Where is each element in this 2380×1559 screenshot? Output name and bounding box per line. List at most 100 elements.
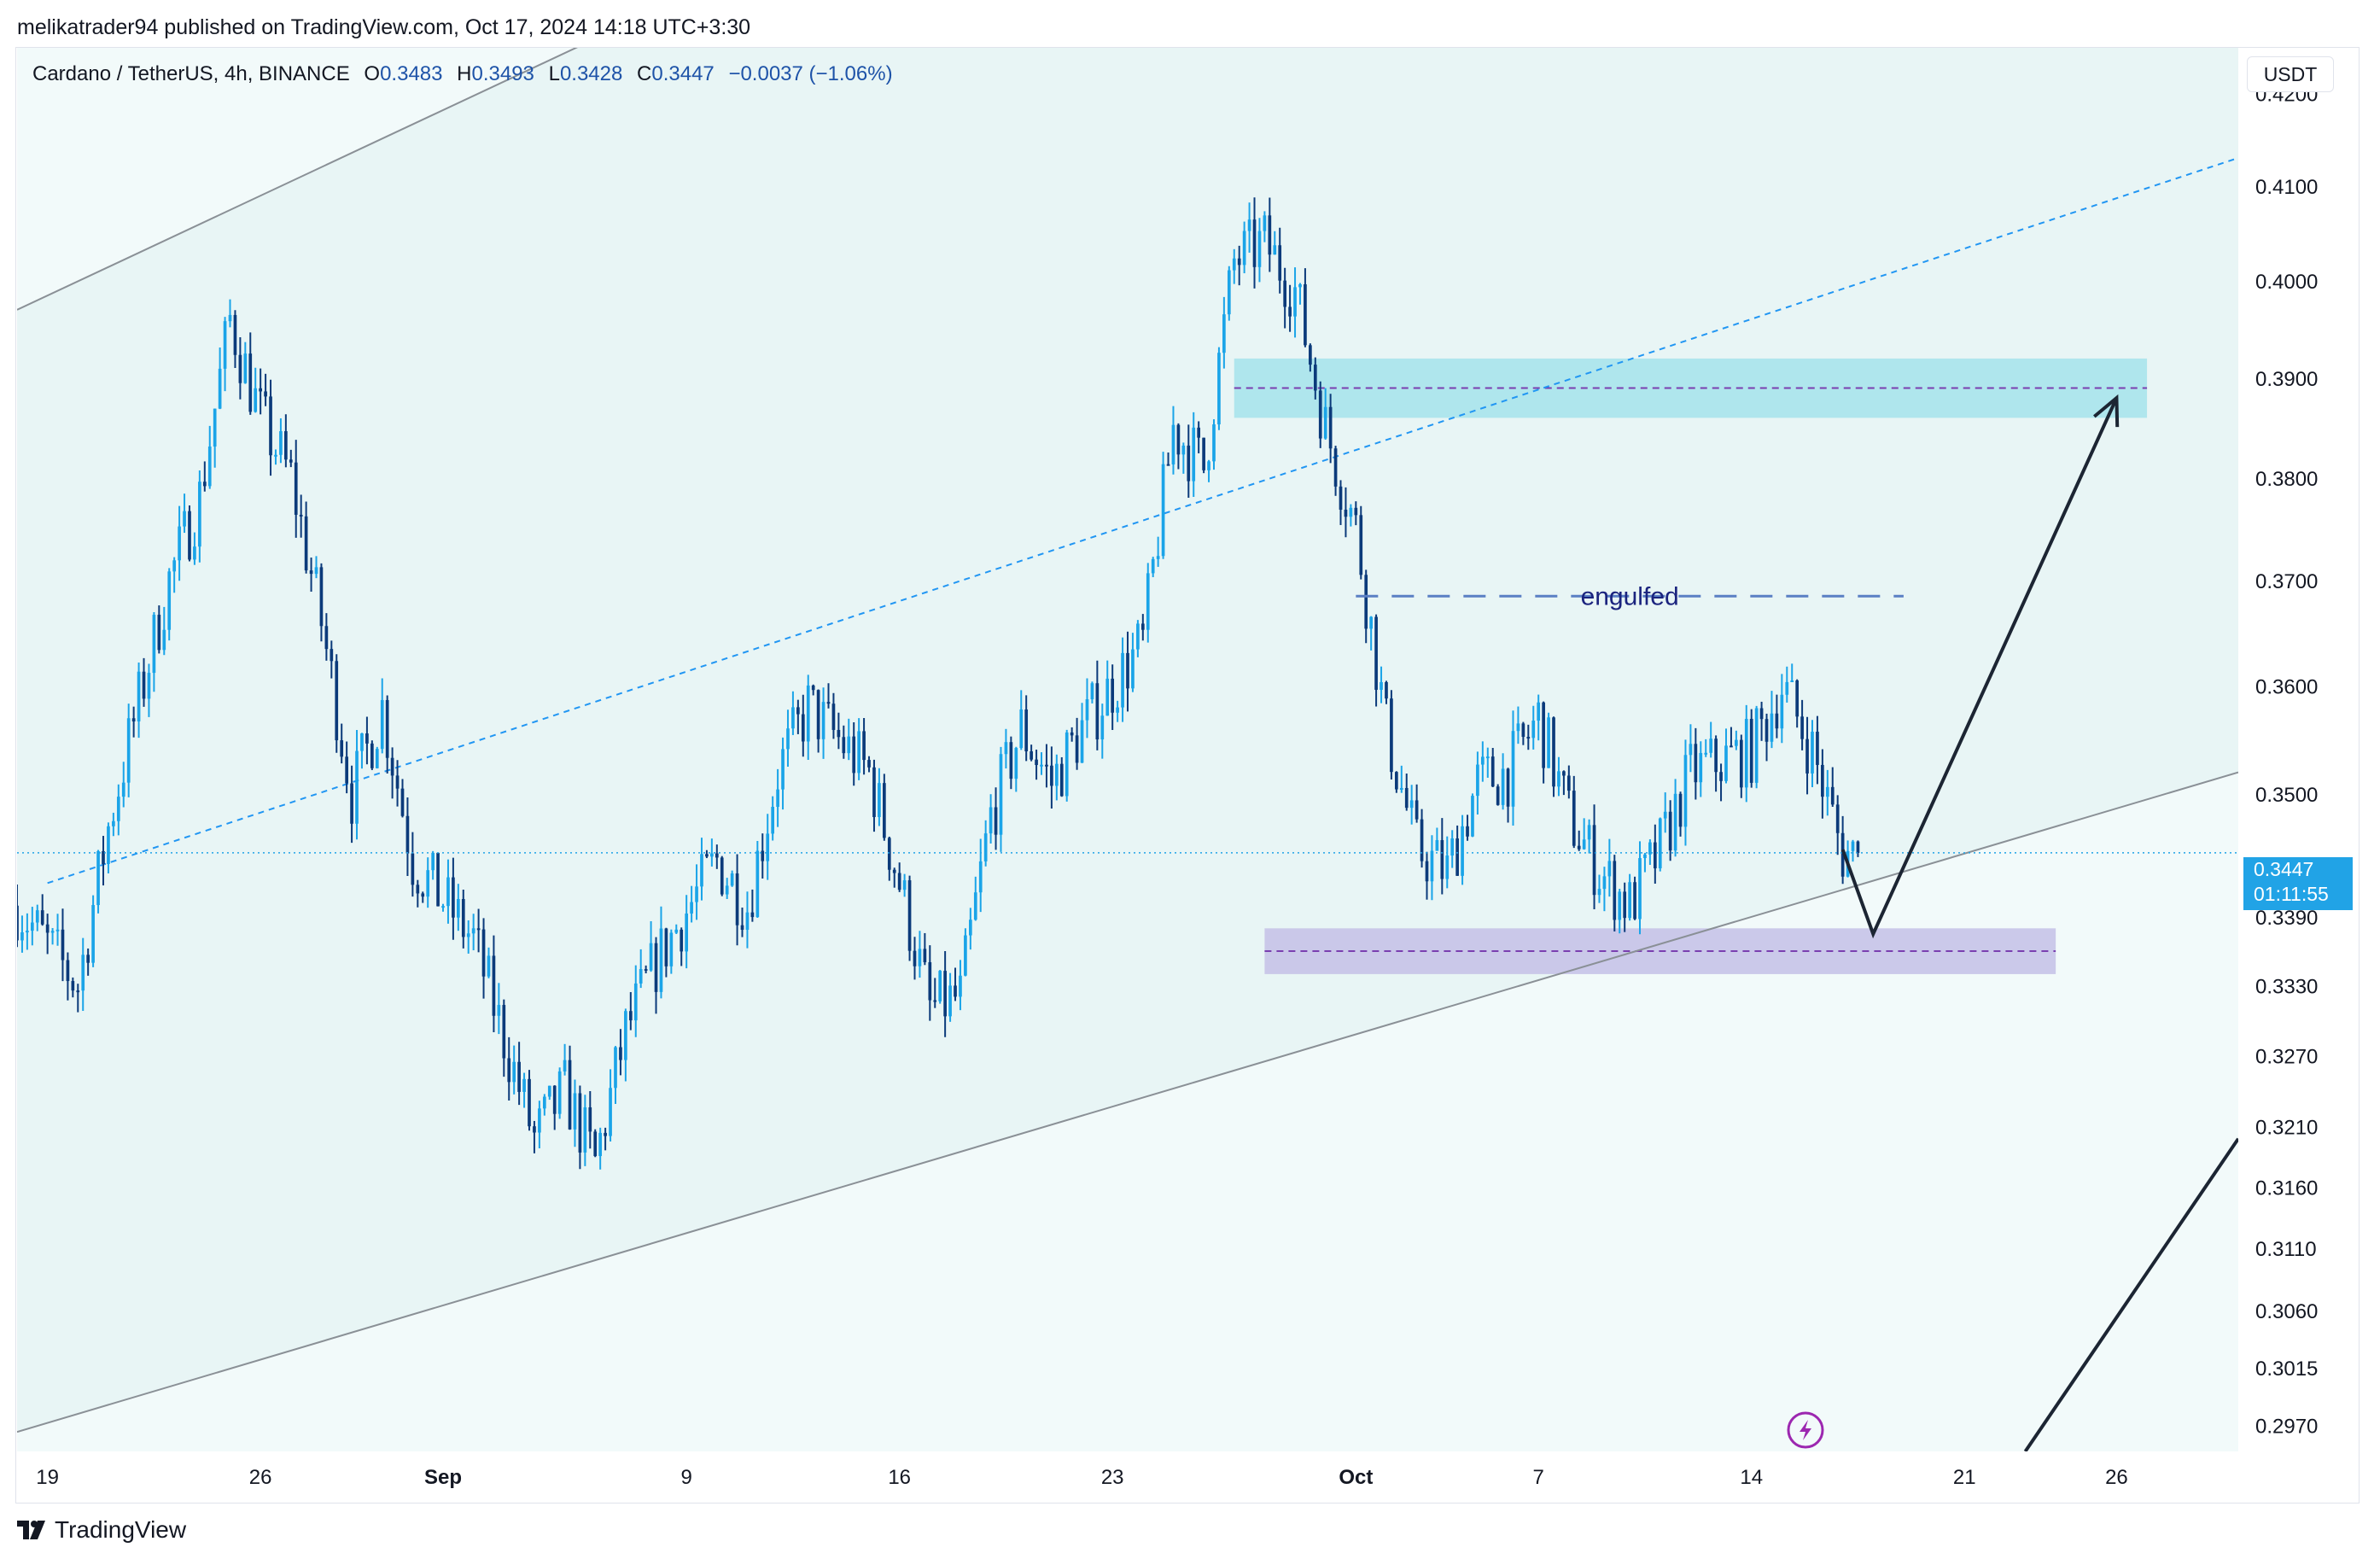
candle-body [750,912,755,918]
candle-body [436,852,440,907]
candle-body [964,935,967,976]
candle-body [1131,649,1135,689]
candle-body [862,731,866,761]
low-label: L [548,62,560,85]
candle-body [887,838,891,870]
candle-body [604,1132,607,1136]
candle-body [107,826,110,865]
candle-body [456,899,460,918]
candle-body [1618,891,1622,920]
candle-body [183,511,186,527]
candle-body [1435,839,1439,851]
candle-body [563,1060,567,1071]
tradingview-logo-icon [17,1521,45,1539]
candle-body [1506,768,1510,807]
candle-body [116,797,120,821]
currency-button[interactable]: USDT [2247,56,2334,92]
candle-body [791,707,795,729]
ohlc-legend: Cardano / TetherUS, 4h, BINANCE O0.3483 … [32,62,893,86]
candle-body [1613,861,1617,920]
candle-body [720,857,724,895]
candle-body [207,447,212,487]
candle-body [1146,573,1150,630]
candle-body [1466,826,1469,837]
candle-body [1643,854,1647,859]
candle-body [1587,825,1591,840]
candle-body [228,314,232,322]
candle-body [355,750,359,824]
candle-body [664,928,668,966]
x-tick-label: Oct [1339,1466,1373,1489]
candle-body [1511,731,1515,807]
footer-brand[interactable]: TradingView [17,1516,186,1544]
candle-body [193,546,196,560]
candle-body [243,353,248,383]
candle-body [745,912,750,931]
candle-body [816,690,820,739]
symbol-title[interactable]: Cardano / TetherUS, 4h, BINANCE [32,62,350,85]
candle-body [269,396,272,456]
candle-body [649,943,653,971]
candle-body [1304,283,1307,346]
candle-body [1181,445,1186,455]
candle-body [446,877,450,907]
candle-body [700,854,703,887]
candle-body [1395,772,1398,790]
candle-body [142,671,146,699]
candle-body [380,699,384,750]
candle-body [811,685,815,691]
channel-lower-line [17,771,2238,1433]
candle-body [1471,796,1474,837]
candle-body [1658,818,1662,869]
candle-body [1572,791,1576,846]
candle-body [1856,841,1860,853]
candle-body [1648,842,1652,855]
candle-body [1607,861,1612,877]
x-tick-label: 9 [680,1466,691,1489]
candle-body [461,899,465,937]
candle-body [1009,742,1013,780]
candle-body [254,388,258,412]
lightning-icon [1787,1411,1824,1449]
candle-body [948,985,952,1017]
candle-body [1014,748,1018,780]
candle-body [1247,219,1251,231]
candle-body [705,854,709,857]
candle-body [1090,683,1094,699]
candle-body [1490,756,1495,787]
candle-body [821,702,825,739]
candle-body [1800,716,1804,739]
candle-body [452,877,455,918]
candle-body [978,861,983,893]
candle-body [1785,681,1789,695]
candle-body [517,1061,521,1092]
candle-body [1318,390,1322,439]
candle-body [20,932,24,941]
candle-body [771,807,774,834]
candle-body [933,1000,937,1002]
candle-body [137,671,141,722]
y-tick-label: 0.4000 [2255,271,2318,294]
candle-body [147,673,151,699]
candle-body [1476,764,1479,797]
candle-body [913,950,917,966]
candle-body [1323,406,1327,439]
candle-body [279,431,283,455]
candle-body [1136,623,1140,650]
candle-body [1278,245,1282,281]
candle-body [918,949,922,966]
candle-body [1151,558,1155,574]
candle-body [1283,280,1287,307]
candle-body [1683,755,1688,827]
candle-body [248,353,253,412]
high-label: H [457,62,472,85]
candle-body [902,880,907,890]
candle-body [1821,764,1824,797]
y-tick-label: 0.3500 [2255,784,2318,807]
candle-body [1019,709,1024,749]
x-tick-label: 26 [2105,1466,2128,1489]
candle-body [1070,732,1074,736]
candle-body [573,1093,577,1130]
candle-body [1461,826,1464,876]
